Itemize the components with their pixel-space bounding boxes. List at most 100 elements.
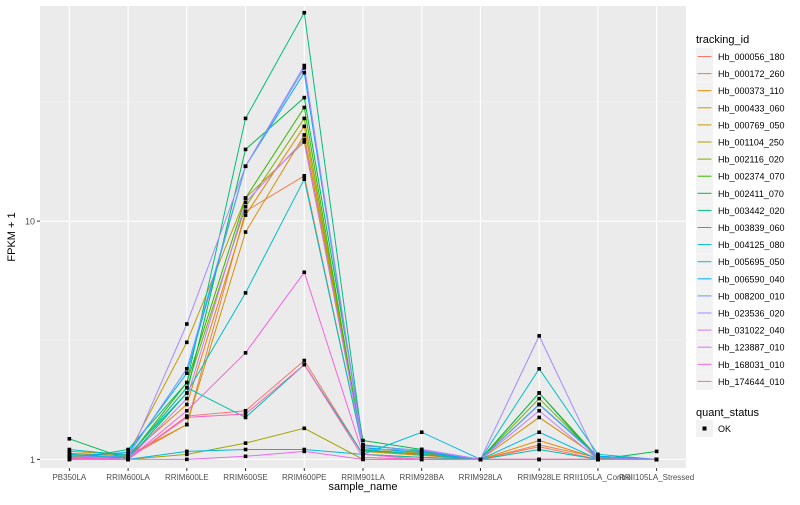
x-tick-label: RRIM928LA	[459, 473, 503, 482]
data-point	[419, 452, 424, 457]
data-point	[302, 177, 307, 181]
legend-label: Hb_005695_050	[718, 257, 785, 267]
legend-label: Hb_004125_080	[718, 240, 785, 250]
data-points	[67, 10, 659, 462]
data-point	[302, 66, 307, 70]
data-point	[654, 457, 659, 462]
data-point	[302, 105, 307, 110]
data-point	[243, 200, 248, 205]
data-point	[537, 408, 541, 413]
data-point	[361, 455, 365, 460]
data-point	[419, 430, 424, 435]
data-point	[243, 147, 248, 152]
legend-label: Hb_002116_020	[718, 155, 784, 165]
x-tick-label: RRIM600PE	[282, 473, 326, 482]
data-point	[302, 426, 307, 431]
data-point	[302, 137, 307, 142]
data-point	[654, 449, 659, 454]
legend-label: Hb_008200_010	[718, 291, 785, 301]
data-point	[67, 456, 72, 461]
data-point	[67, 437, 72, 441]
data-point	[185, 367, 189, 371]
legend-label: Hb_168031_010	[718, 360, 785, 370]
data-point	[243, 204, 248, 209]
data-point	[243, 441, 248, 445]
legend: tracking_id Hb_000056_180Hb_000172_260Hb…	[696, 34, 785, 437]
legend-label: Hb_000056_180	[718, 52, 785, 62]
legend-label: Hb_023536_020	[718, 309, 785, 319]
data-point	[302, 449, 307, 454]
data-point	[185, 457, 189, 462]
data-point	[302, 358, 307, 363]
y-tick-label: 1	[30, 455, 35, 465]
data-point	[419, 457, 424, 462]
data-point	[243, 164, 248, 169]
data-point	[243, 213, 248, 217]
data-point	[243, 196, 248, 200]
data-point	[185, 396, 189, 401]
data-point	[185, 422, 189, 427]
y-axis-label: FPKM + 1	[6, 212, 18, 261]
x-tick-label: RRII105LA_Stressed	[619, 473, 694, 482]
quant-status-legend-title: quant_status	[696, 407, 759, 419]
legend-label: Hb_000172_260	[718, 69, 785, 79]
x-tick-label: RRIM600SE	[223, 473, 267, 482]
data-point	[67, 453, 72, 458]
data-point	[185, 371, 189, 375]
legend-label: Hb_000373_110	[718, 86, 784, 96]
data-point	[537, 444, 541, 449]
data-point	[185, 452, 189, 457]
data-point	[185, 385, 189, 390]
legend-marker-ok	[702, 426, 707, 431]
data-point	[243, 291, 248, 295]
legend-items: Hb_000056_180 Hb_000172_260 Hb_000373_110 H…	[696, 48, 785, 390]
data-point	[537, 415, 541, 420]
data-point	[302, 140, 307, 144]
data-point	[185, 391, 189, 395]
legend-label: Hb_000769_050	[718, 120, 785, 130]
data-point	[361, 457, 365, 462]
legend-label: Hb_174644_010	[718, 377, 785, 387]
x-tick-label: RRIM928LE	[517, 473, 561, 482]
data-point	[596, 457, 600, 462]
data-point	[537, 402, 541, 407]
data-point	[243, 415, 248, 420]
data-point	[126, 455, 130, 460]
data-point	[302, 124, 307, 129]
data-point	[537, 438, 541, 443]
data-point	[185, 415, 189, 420]
data-point	[419, 447, 424, 452]
legend-label: Hb_003442_020	[718, 206, 785, 216]
x-tick-label: RRIM600LA	[106, 473, 150, 482]
legend-label: Hb_123887_010	[718, 343, 785, 353]
data-point	[185, 380, 189, 385]
data-point	[596, 452, 600, 457]
data-point	[302, 10, 307, 15]
legend-label: Hb_000433_060	[718, 103, 785, 113]
data-point	[243, 116, 248, 121]
data-point	[243, 454, 248, 459]
legend-label: Hb_001104_250	[718, 138, 784, 148]
data-point	[185, 449, 189, 454]
x-tick-label: RRIM901LA	[341, 473, 385, 482]
data-point	[478, 457, 483, 462]
data-point	[126, 453, 130, 458]
data-point	[537, 391, 541, 395]
legend-label: Hb_002374_070	[718, 172, 785, 182]
legend-label: Hb_003839_060	[718, 223, 785, 233]
legend-label: Hb_006590_040	[718, 274, 785, 284]
data-point	[361, 452, 365, 457]
x-tick-label: PB350LA	[52, 473, 86, 482]
data-point	[361, 445, 365, 450]
data-point	[243, 209, 248, 214]
data-point	[537, 443, 541, 447]
x-tick-label: RRII105LA_Control	[563, 473, 633, 482]
data-point	[185, 322, 189, 326]
legend-label: Hb_002411_070	[718, 189, 784, 199]
data-point	[126, 457, 130, 462]
data-point	[537, 396, 541, 401]
data-point	[302, 70, 307, 75]
data-point	[185, 340, 189, 345]
